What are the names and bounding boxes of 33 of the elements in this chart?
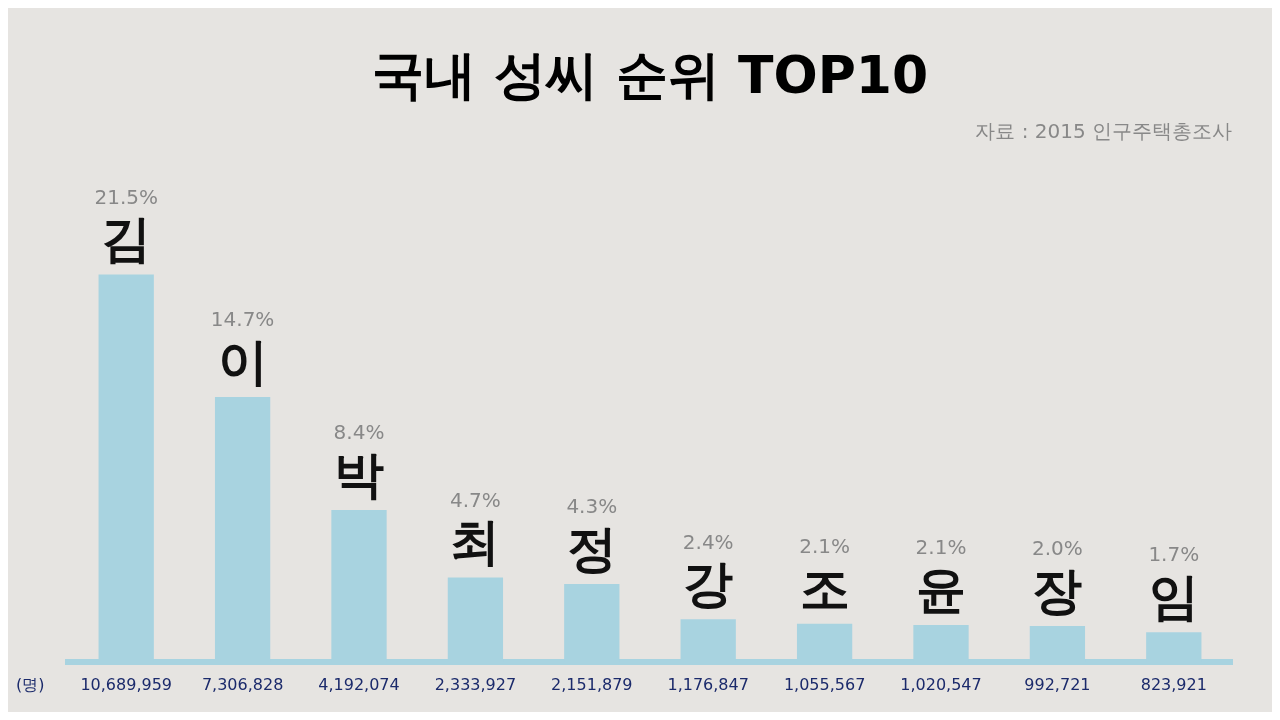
data-label: 1,176,847 <box>667 675 749 695</box>
text: 21.5% <box>94 184 158 209</box>
annotation: 2.1% <box>915 535 967 560</box>
x-tick-label: 윤 <box>916 560 966 619</box>
data-label: 992,721 <box>1024 675 1091 695</box>
annotation: 4.7% <box>449 487 501 512</box>
x-tick-label: 임 <box>1148 568 1199 627</box>
data-label: 1,055,567 <box>783 675 866 695</box>
annotation: 1.7% <box>1148 542 1200 567</box>
annotation: 8.4% <box>333 420 385 445</box>
y-axis-title: (명) <box>16 675 45 695</box>
data-label: 1,020,547 <box>900 675 982 695</box>
data-label: 2,333,927 <box>434 675 517 695</box>
annotation: 2.4% <box>682 529 734 554</box>
x-tick-label: 박 <box>334 445 384 504</box>
x-tick-label: 조 <box>799 559 850 618</box>
data-label: 10,689,959 <box>80 675 172 695</box>
x-tick-label: 강 <box>683 555 734 614</box>
annotation: 2.0% <box>1031 536 1083 561</box>
annotation: 14.7% <box>210 307 275 332</box>
x-tick-label: 정 <box>566 519 617 578</box>
chart-title: 국내 성씨 순위 TOP10 <box>371 44 929 105</box>
annotation: 2.1% <box>799 533 851 558</box>
data-label: 823,921 <box>1140 675 1207 695</box>
data-label: 4,192,074 <box>318 675 400 695</box>
x-tick-label: 김 <box>101 210 152 269</box>
chart-subtitle: 자료 : 2015 인구주택총조사 <box>975 118 1232 143</box>
data-label: 2,151,879 <box>551 675 633 695</box>
x-tick-label: 이 <box>217 333 268 392</box>
x-tick-label: 최 <box>450 513 501 572</box>
annotation: 4.3% <box>566 494 618 519</box>
data-label: 7,306,828 <box>201 675 284 695</box>
x-tick-label: 장 <box>1032 561 1083 620</box>
